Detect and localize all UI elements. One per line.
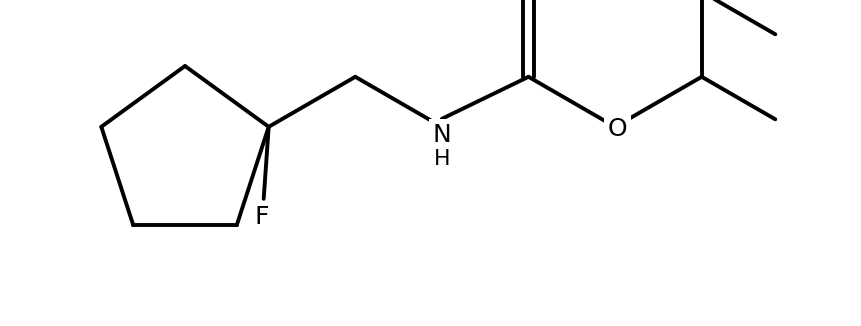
Text: N: N [432, 123, 451, 147]
Text: F: F [254, 205, 269, 229]
Text: O: O [607, 117, 626, 141]
Text: H: H [433, 149, 449, 169]
